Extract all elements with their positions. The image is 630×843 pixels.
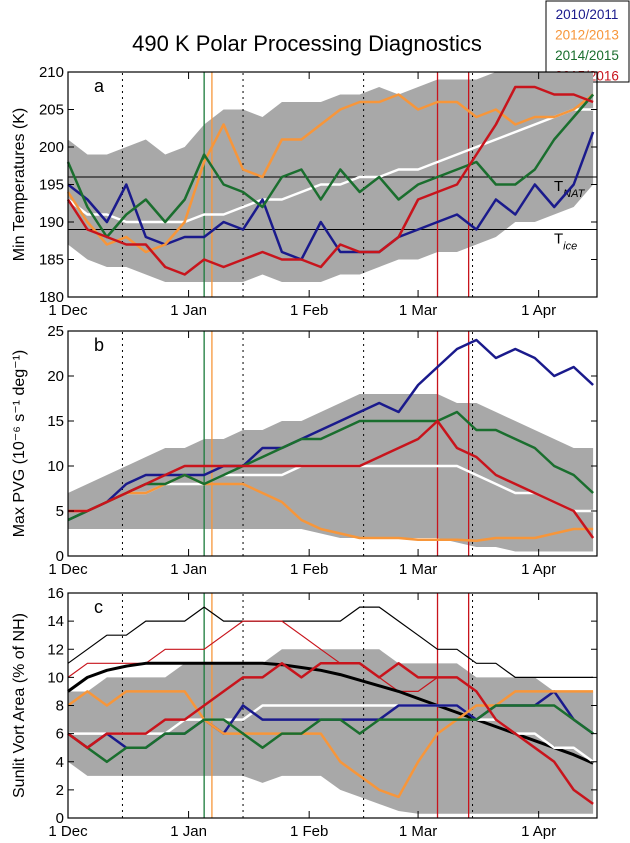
range-band	[68, 394, 594, 552]
x-tick-label: 1 Dec	[48, 561, 88, 578]
legend-box	[545, 0, 630, 83]
x-tick-label: 1 Jan	[170, 823, 207, 840]
y-tick-label: 205	[39, 102, 64, 119]
y-axis-label: Min Temperatures (K)	[11, 108, 28, 262]
panel-label: c	[94, 597, 103, 617]
panel-label: a	[94, 76, 105, 96]
series-line	[68, 473, 594, 542]
x-tick-label: 1 Apr	[521, 823, 556, 840]
x-tick-label: 1 Dec	[48, 302, 88, 319]
y-tick-label: 8	[56, 698, 64, 715]
reference-label-sub: ice	[563, 241, 577, 253]
y-tick-label: 190	[39, 214, 64, 231]
y-tick-label: 2	[56, 782, 64, 799]
y-tick-label: 20	[47, 368, 64, 385]
panel-label: b	[94, 335, 104, 355]
x-tick-label: 1 Jan	[170, 302, 207, 319]
series-line	[67, 338, 594, 522]
series-line	[68, 419, 595, 539]
reference-label-main: T	[554, 231, 563, 248]
series-line	[66, 93, 594, 254]
y-tick-label: 14	[47, 613, 64, 630]
y-tick-label: 4	[56, 754, 64, 771]
x-tick-label: 1 Feb	[290, 823, 328, 840]
y-tick-label: 12	[47, 641, 64, 658]
range-band	[68, 649, 594, 814]
y-tick-label: 210	[39, 64, 64, 81]
y-tick-label: 25	[47, 323, 64, 340]
y-tick-label: 195	[39, 177, 64, 194]
x-tick-label: 1 Mar	[399, 561, 437, 578]
series-line	[67, 131, 595, 261]
y-tick-label: 200	[39, 139, 64, 156]
y-axis-label: Max PVG (10⁻⁶ s⁻¹ deg⁻¹)	[11, 350, 28, 538]
y-tick-label: 5	[56, 503, 64, 520]
y-axis-label: Sunlit Vort Area (% of NH)	[11, 613, 28, 798]
x-tick-label: 1 Jan	[170, 561, 207, 578]
plot-frame	[67, 330, 598, 557]
legend-label: 2010/2011	[556, 7, 619, 22]
series-line	[67, 662, 594, 805]
chart-title: 490 K Polar Processing Diagnostics	[132, 31, 482, 56]
x-tick-label: 1 Dec	[48, 823, 88, 840]
series-line	[67, 410, 594, 522]
y-tick-label: 10	[47, 458, 64, 475]
x-tick-label: 1 Feb	[290, 561, 328, 578]
legend-label: 2012/2013	[555, 28, 619, 43]
series-line	[66, 85, 594, 276]
y-tick-label: 16	[47, 585, 64, 602]
y-tick-label: 185	[39, 252, 64, 269]
y-tick-label: 6	[56, 726, 64, 743]
series-line	[67, 704, 594, 764]
series-line	[66, 93, 595, 239]
x-tick-label: 1 Apr	[521, 302, 556, 319]
x-tick-label: 1 Feb	[290, 302, 328, 319]
x-tick-label: 1 Mar	[399, 302, 437, 319]
reference-label-main: T	[554, 178, 563, 195]
series-line	[67, 661, 594, 765]
series-line	[67, 690, 594, 799]
y-tick-label: 0	[56, 810, 64, 827]
y-tick-label: 15	[47, 413, 64, 430]
x-tick-label: 1 Mar	[399, 823, 437, 840]
series-line	[67, 606, 594, 678]
x-tick-label: 1 Apr	[521, 561, 556, 578]
reference-label: Tice	[554, 231, 577, 253]
legend-label: 2014/2015	[555, 48, 619, 63]
y-tick-label: 10	[47, 669, 64, 686]
y-tick-label: 0	[56, 548, 64, 565]
y-tick-label: 180	[39, 289, 64, 306]
